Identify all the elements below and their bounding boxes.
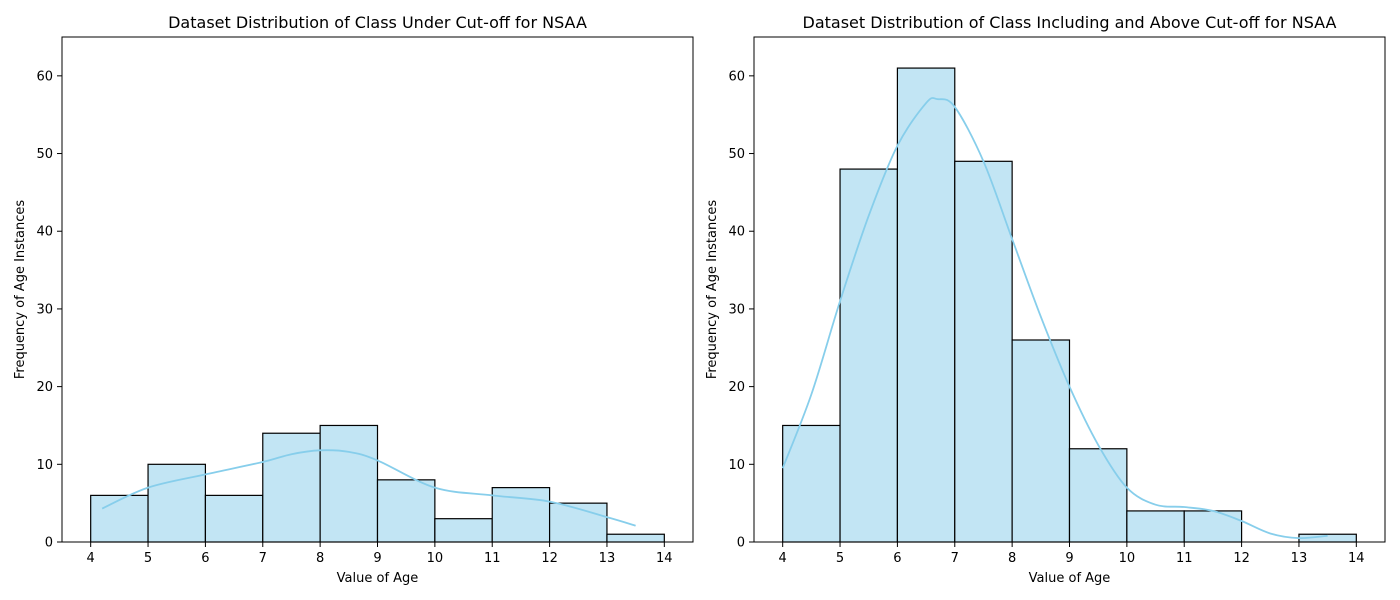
y-tick-label: 0 [737,536,745,551]
x-tick-label: 6 [893,551,901,566]
x-tick-label: 7 [951,551,959,566]
y-axis-label: Frequency of Age Instances [705,200,720,380]
y-tick-label: 30 [728,302,745,317]
x-tick-label: 9 [1065,551,1073,566]
histogram-bar [1183,510,1243,543]
histogram-bar [376,479,436,543]
x-tick-label: 12 [1233,551,1250,566]
histogram-bar [896,67,956,543]
x-tick-label: 6 [201,551,209,566]
histogram-bar [1126,510,1185,543]
histogram-bar [319,424,379,543]
kde-line [101,449,636,527]
y-tick-label: 50 [36,147,53,162]
x-axis-label: Value of Age [1029,571,1111,586]
x-tick-label: 4 [779,551,787,566]
histogram-bar [1068,448,1128,543]
y-tick-label: 60 [36,69,53,84]
x-tick-label: 10 [427,551,444,566]
x-tick-label: 13 [599,551,616,566]
right-histogram-panel: 4 5 6 7 8 9 10 11 12 13 14 0 10 20 30 40 50 60 Dataset Dis… [705,13,1386,586]
x-tick-label: 5 [144,551,152,566]
x-tick-label: 13 [1291,551,1308,566]
x-tick-label: 5 [836,551,844,566]
y-tick-label: 40 [36,225,53,240]
y-tick-label: 10 [728,458,745,473]
x-tick-label: 8 [316,551,324,566]
x-tick-label: 4 [87,551,95,566]
y-tick-label: 10 [36,458,53,473]
histogram-bar [90,494,149,543]
histogram-bar [606,533,665,543]
histogram-bar [1011,339,1071,543]
y-tick-label: 30 [36,302,53,317]
histogram-bar [782,424,841,543]
kde-line [781,97,1328,540]
y-tick-label: 0 [45,536,53,551]
x-tick-label: 7 [259,551,267,566]
histogram-bar [839,168,899,543]
x-tick-label: 11 [484,551,501,566]
left-histogram-panel: 4 5 6 7 8 9 10 11 12 13 14 0 10 20 30 40 50 60 Dataset Dis… [13,13,694,586]
y-tick-label: 40 [728,225,745,240]
histogram-bar [204,494,264,543]
y-tick-label: 20 [36,380,53,395]
histogram-bar [262,432,321,543]
x-axis-label: Value of Age [337,571,419,586]
chart-title: Dataset Distribution of Class Under Cut-… [168,13,587,32]
y-tick-label: 20 [728,380,745,395]
x-tick-label: 12 [541,551,558,566]
histogram-bar [954,160,1013,543]
x-tick-label: 14 [656,551,673,566]
x-tick-label: 11 [1176,551,1193,566]
y-axis-label: Frequency of Age Instances [13,200,28,380]
y-tick-label: 50 [728,147,745,162]
chart-title: Dataset Distribution of Class Including … [803,13,1337,32]
x-tick-label: 9 [373,551,381,566]
y-tick-label: 60 [728,69,745,84]
x-tick-label: 10 [1119,551,1136,566]
x-tick-label: 14 [1348,551,1365,566]
x-tick-label: 8 [1008,551,1016,566]
histogram-bar [434,518,493,543]
